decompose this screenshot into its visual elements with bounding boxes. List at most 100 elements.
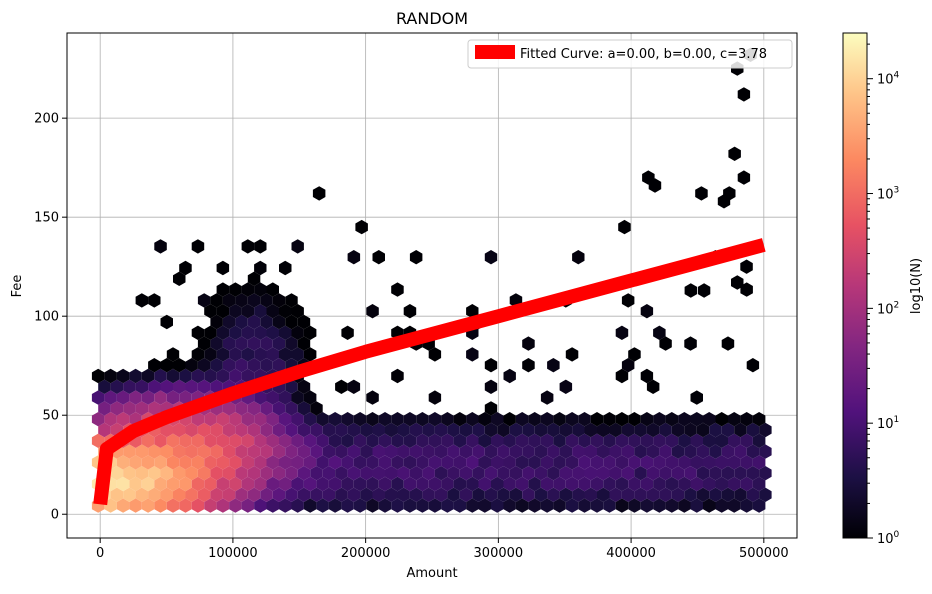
hexbin-cell [640, 433, 654, 448]
hexbin-cell [403, 412, 417, 427]
hexbin-cell [266, 498, 279, 513]
hexbin-cell [116, 390, 130, 405]
hexbin-cell [141, 390, 155, 405]
hexbin-cell [285, 314, 298, 330]
hexbin-cell [254, 282, 267, 297]
hexbin-cell [484, 250, 498, 265]
x-axis: 0 100000 200000 300000 400000 500000 [96, 538, 789, 561]
hexbin-cell [441, 455, 454, 470]
hexbin-cell [659, 336, 672, 351]
hexbin-cell [648, 178, 662, 193]
hexbin-cell [222, 401, 236, 416]
hexbin-cell [229, 325, 242, 340]
hexbin-cell [310, 422, 323, 438]
legend: Fitted Curve: a=0.00, b=0.00, c=3.78 [467, 39, 793, 69]
hexbin-cell [522, 466, 535, 481]
hexbin-cell [696, 422, 710, 438]
hexbin-cell [197, 422, 211, 438]
hexbin-cell [166, 368, 180, 384]
hexbin-cell [279, 476, 292, 492]
hexbin-cell [141, 455, 155, 470]
legend-swatch [475, 45, 515, 59]
hexbin-cell [621, 293, 635, 308]
hexbin-cell [297, 487, 311, 502]
hexbin-cell [578, 433, 591, 448]
y-tick-label: 200 [34, 112, 59, 127]
hexbin-cell [254, 433, 267, 448]
hexbin-cell [360, 487, 373, 502]
hexbin-cell [428, 498, 442, 513]
hexbin-cell [335, 444, 348, 459]
hexbin-cell [341, 433, 354, 448]
hexbin-cell [266, 325, 279, 340]
hexbin-cell [391, 498, 404, 513]
hexbin-cell [229, 282, 242, 297]
hexbin-cell [116, 455, 130, 470]
hexbin-cell [653, 498, 666, 513]
hexbin-cell [572, 422, 585, 438]
hexbin-cell [216, 260, 230, 276]
hexbin-cell [229, 304, 242, 319]
hexbin-cell [459, 422, 473, 438]
hexbin-cell [503, 455, 516, 470]
hexbin-cell [565, 498, 579, 513]
hexbin-cell [279, 498, 292, 513]
hexbin-cell [534, 466, 548, 481]
hexbin-cell [222, 336, 236, 351]
hexbin-cell [347, 250, 361, 265]
hexbin-cells [91, 47, 772, 513]
hexbin-cell [204, 347, 217, 362]
hexbin-cell [247, 336, 261, 351]
hexbin-cell [428, 433, 442, 448]
hexbin-cell [603, 433, 616, 448]
hexbin-cell [466, 455, 479, 470]
hexbin-cell [696, 444, 710, 459]
hexbin-cell [235, 358, 248, 373]
hexbin-cell [634, 422, 647, 438]
hexbin-cell [210, 336, 223, 351]
hexbin-cell [590, 433, 604, 448]
hexbin-cell [534, 487, 548, 502]
hexbin-cell [615, 433, 629, 448]
hexbin-cell [173, 358, 186, 373]
hexbin-cell [123, 444, 136, 459]
hexbin-cell [216, 325, 230, 340]
hexbin-cell [229, 412, 242, 427]
hexbin-cell [266, 347, 279, 362]
hexbin-cell [135, 466, 149, 481]
hexbin-cell [553, 476, 566, 492]
hexbin-cell [129, 476, 142, 492]
hexbin-cell [154, 455, 167, 470]
hexbin-cell [416, 455, 429, 470]
hexbin-cell [260, 358, 273, 373]
hexbin-cell [466, 433, 479, 448]
hexbin-cell [553, 433, 566, 448]
hexbin-cell [360, 444, 373, 459]
hexbin-cell [491, 412, 504, 427]
hexbin-cell [135, 444, 149, 459]
hexbin-cell [322, 422, 336, 438]
hexbin-cell [303, 412, 317, 427]
hexbin-cell [540, 455, 554, 470]
hexbin-cell [222, 422, 236, 438]
y-axis-label: Fee [10, 275, 25, 298]
hexbin-cell [160, 487, 173, 502]
hexbin-cell [466, 304, 479, 319]
hexbin-cell [391, 455, 404, 470]
hexbin-cell [759, 466, 772, 481]
hexbin-cell [279, 304, 292, 319]
hexbin-cell [453, 412, 467, 427]
hexbin-cell [553, 412, 566, 427]
hexbin-cell [678, 498, 691, 513]
hexbin-cell [528, 476, 541, 492]
hexbin-cell [266, 282, 279, 297]
hexbin-cell [715, 412, 728, 427]
hexbin-cell [478, 455, 491, 470]
hexbin-cell [628, 433, 641, 448]
hexbin-cell [297, 444, 311, 459]
hexbin-cell [291, 390, 304, 405]
hexbin-cell [466, 347, 479, 362]
hexbin-cell [646, 444, 660, 459]
hexbin-cell [179, 390, 192, 405]
hexbin-cell [241, 498, 255, 513]
